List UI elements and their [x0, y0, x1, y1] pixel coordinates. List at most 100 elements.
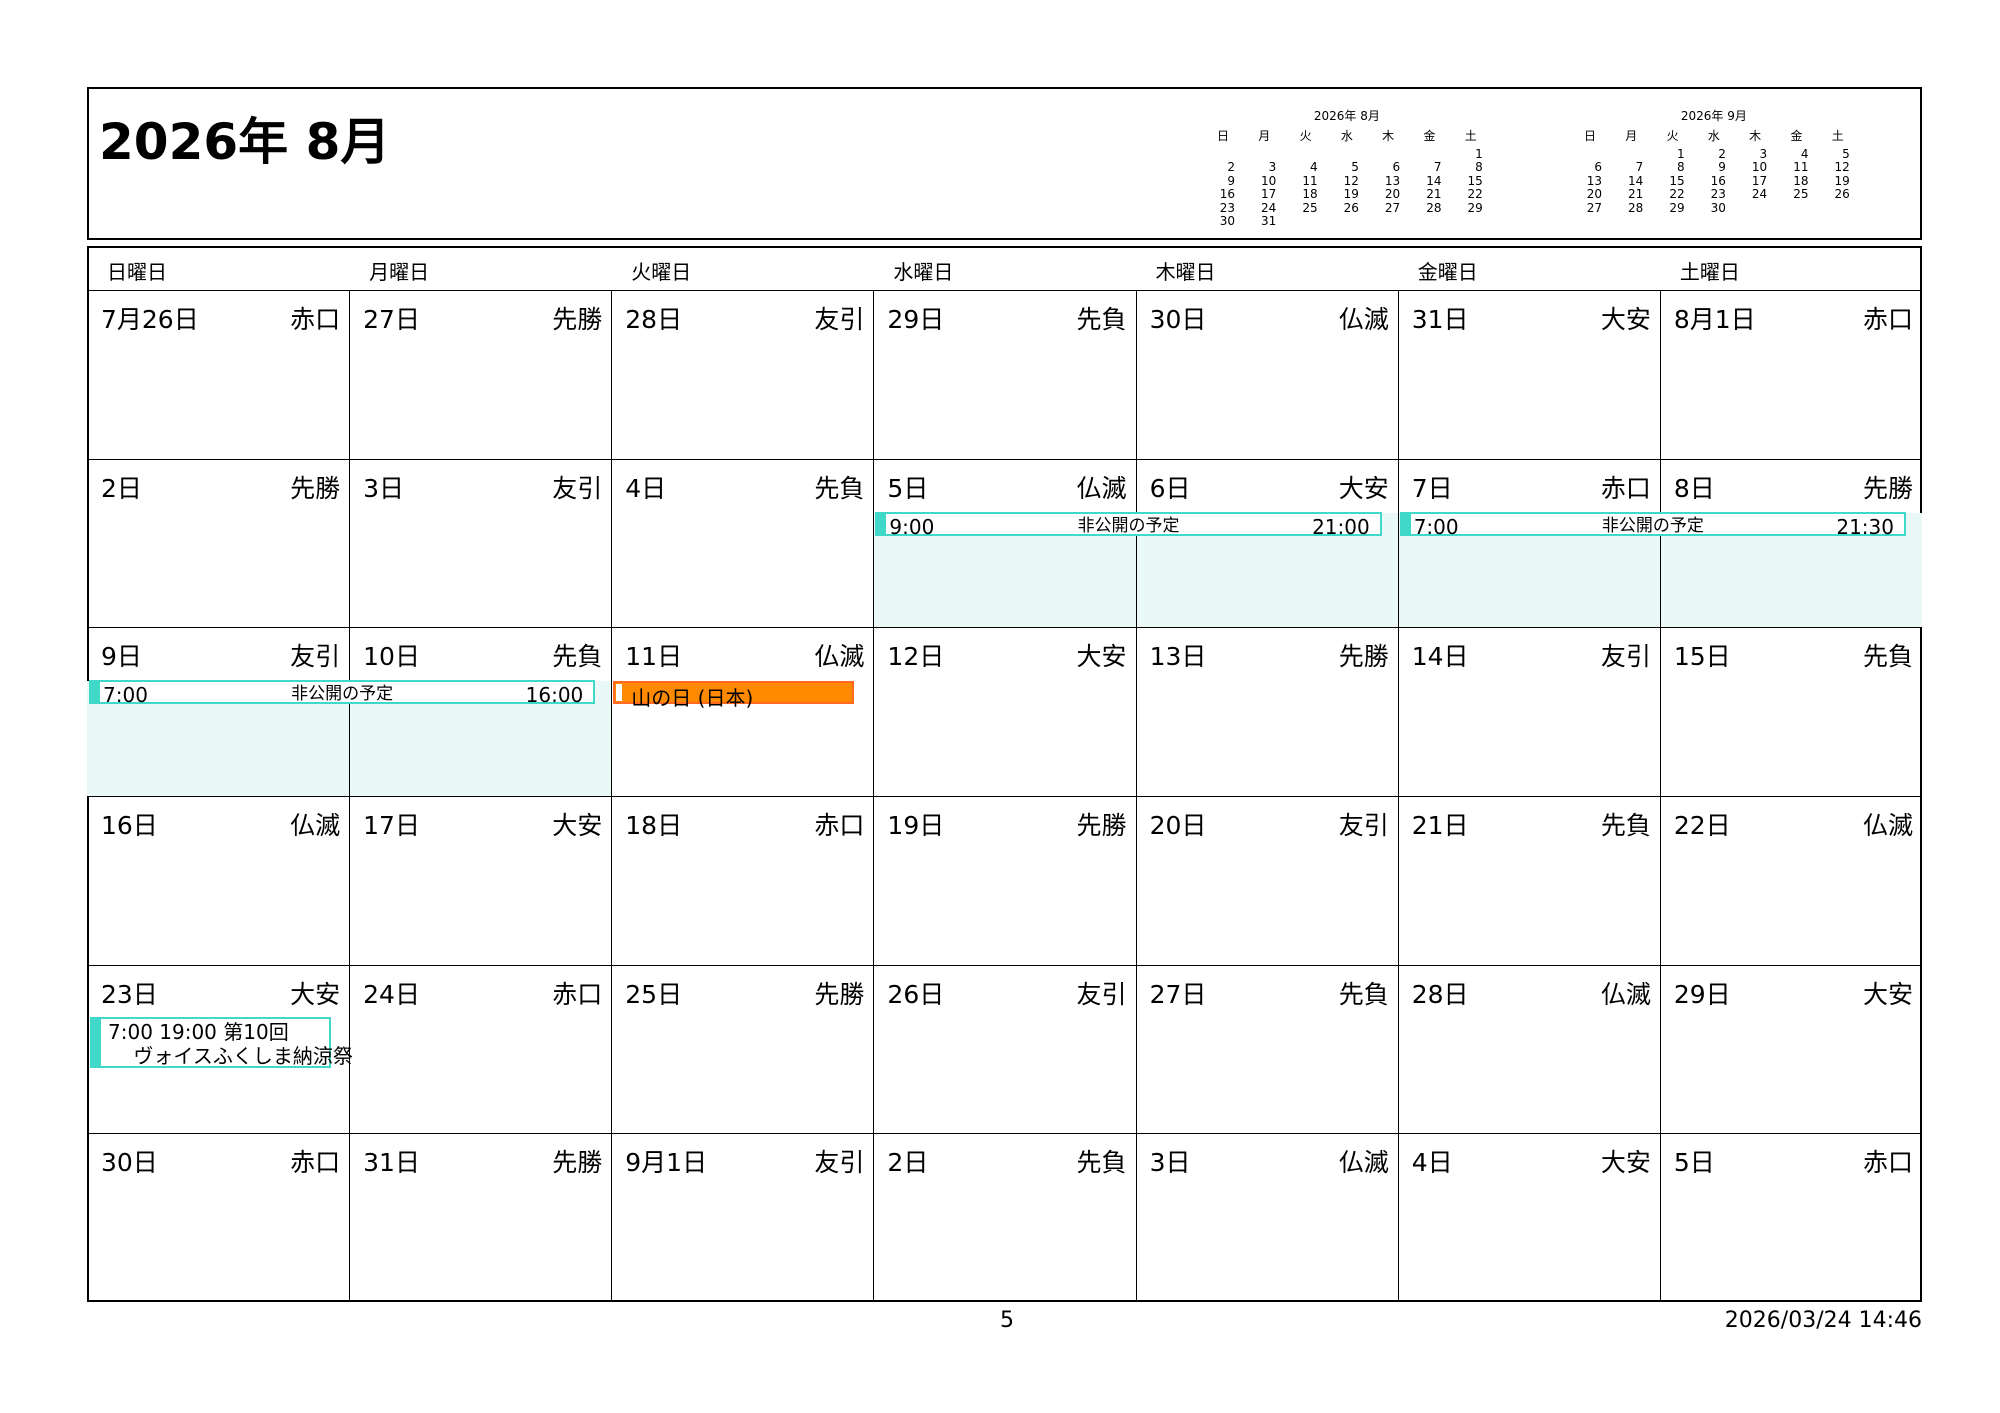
day-cell[interactable]: 22日 仏滅: [1660, 796, 1922, 965]
mini-calendar-day[interactable]: 22: [1467, 187, 1483, 202]
day-cell[interactable]: 31日 先勝: [349, 1133, 611, 1302]
day-cell[interactable]: 9日 友引: [87, 627, 349, 796]
day-cell[interactable]: 20日 友引: [1136, 796, 1398, 965]
day-cell[interactable]: 9月1日 友引: [611, 1133, 873, 1302]
mini-calendar-day[interactable]: 19: [1834, 173, 1850, 188]
mini-calendar-day[interactable]: 20: [1586, 187, 1602, 202]
mini-calendar-day[interactable]: 16: [1710, 173, 1726, 188]
day-cell[interactable]: 18日 赤口: [611, 796, 873, 965]
day-cell[interactable]: 27日 先勝: [349, 290, 611, 459]
day-cell[interactable]: 13日 先勝: [1136, 627, 1398, 796]
day-cell[interactable]: 25日 先勝: [611, 965, 873, 1134]
mini-calendar-day[interactable]: 31: [1261, 214, 1277, 228]
mini-calendar-day[interactable]: 28: [1426, 200, 1442, 215]
day-cell[interactable]: 27日 先負: [1136, 965, 1398, 1134]
mini-calendar-day[interactable]: 26: [1834, 187, 1850, 202]
day-cell[interactable]: 4日 先負: [611, 459, 873, 628]
mini-calendar-day[interactable]: 11: [1302, 173, 1318, 188]
mini-calendar-day[interactable]: 29: [1467, 200, 1483, 215]
day-cell[interactable]: 16日 仏滅: [87, 796, 349, 965]
day-cell[interactable]: 11日 仏滅: [611, 627, 873, 796]
day-cell[interactable]: 3日 友引: [349, 459, 611, 628]
mini-calendar-day[interactable]: 6: [1392, 160, 1401, 175]
mini-calendar-day[interactable]: 26: [1343, 200, 1359, 215]
day-cell[interactable]: 8月1日 赤口: [1660, 290, 1922, 459]
mini-calendar-day[interactable]: 5: [1842, 147, 1850, 161]
day-cell[interactable]: 23日 大安: [87, 965, 349, 1134]
day-cell[interactable]: 26日 友引: [873, 965, 1135, 1134]
day-cell[interactable]: 7日 赤口: [1398, 459, 1660, 628]
day-cell[interactable]: 29日 大安: [1660, 965, 1922, 1134]
mini-calendar-day[interactable]: 7: [1433, 160, 1442, 175]
mini-calendar-day[interactable]: 27: [1586, 200, 1602, 215]
mini-calendar-day[interactable]: 2: [1718, 147, 1726, 161]
day-cell[interactable]: 4日 大安: [1398, 1133, 1660, 1302]
day-cell[interactable]: 28日 友引: [611, 290, 873, 459]
mini-calendar-day[interactable]: 20: [1384, 187, 1401, 202]
mini-calendar-day[interactable]: 15: [1669, 173, 1685, 188]
mini-calendar-day[interactable]: 17: [1751, 173, 1768, 188]
day-cell[interactable]: 2日 先勝: [87, 459, 349, 628]
mini-calendar-day[interactable]: 22: [1669, 187, 1685, 202]
mini-calendar-day[interactable]: 14: [1628, 173, 1644, 188]
mini-calendar-day[interactable]: 19: [1343, 187, 1359, 202]
day-cell[interactable]: 5日 仏滅: [873, 459, 1135, 628]
mini-calendar-day[interactable]: 18: [1793, 173, 1809, 188]
day-cell[interactable]: 5日 赤口: [1660, 1133, 1922, 1302]
mini-calendar-day[interactable]: 29: [1669, 200, 1685, 215]
day-cell[interactable]: 29日 先負: [873, 290, 1135, 459]
mini-calendar-day[interactable]: 13: [1384, 173, 1401, 188]
mini-calendar-day[interactable]: 24: [1261, 200, 1277, 215]
day-cell[interactable]: 15日 先負: [1660, 627, 1922, 796]
day-cell[interactable]: 8日 先勝: [1660, 459, 1922, 628]
day-cell[interactable]: 2日 先負: [873, 1133, 1135, 1302]
mini-calendar-day[interactable]: 7: [1635, 160, 1644, 175]
event-bar[interactable]: 非公開の予定 7:00 16:00: [89, 680, 596, 707]
mini-calendar-day[interactable]: 23: [1710, 187, 1726, 202]
mini-calendar-day[interactable]: 27: [1384, 200, 1401, 215]
day-cell[interactable]: 12日 大安: [873, 627, 1135, 796]
day-cell[interactable]: 14日 友引: [1398, 627, 1660, 796]
mini-calendar-day[interactable]: 4: [1309, 160, 1318, 175]
day-cell[interactable]: 21日 先負: [1398, 796, 1660, 965]
mini-calendar-day[interactable]: 12: [1343, 173, 1359, 188]
day-cell[interactable]: 30日 仏滅: [1136, 290, 1398, 459]
event-box[interactable]: 7:00 19:00 第10回 ヴォイスふくしま納涼祭: [90, 1016, 353, 1068]
event-bar[interactable]: 非公開の予定 9:00 21:00: [875, 511, 1382, 539]
mini-calendar-day[interactable]: 8: [1475, 160, 1483, 175]
mini-calendar-day[interactable]: 18: [1302, 187, 1318, 202]
mini-calendar-day[interactable]: 24: [1751, 187, 1768, 202]
day-cell[interactable]: 19日 先勝: [873, 796, 1135, 965]
day-cell[interactable]: 30日 赤口: [87, 1133, 349, 1302]
mini-calendar-day[interactable]: 3: [1268, 160, 1277, 175]
mini-calendar-day[interactable]: 1: [1475, 147, 1483, 161]
mini-calendar-day[interactable]: 1: [1676, 147, 1685, 161]
mini-calendar-day[interactable]: 21: [1426, 187, 1442, 202]
mini-calendar-day[interactable]: 10: [1261, 173, 1277, 188]
mini-calendar-day[interactable]: 2: [1227, 160, 1235, 175]
mini-calendar-day[interactable]: 5: [1351, 160, 1359, 175]
mini-calendar-day[interactable]: 30: [1219, 214, 1235, 228]
mini-calendar-day[interactable]: 6: [1594, 160, 1602, 175]
day-cell[interactable]: 24日 赤口: [349, 965, 611, 1134]
mini-calendar-day[interactable]: 4: [1800, 147, 1809, 161]
mini-calendar-day[interactable]: 28: [1628, 200, 1644, 215]
day-cell[interactable]: 10日 先負: [349, 627, 611, 796]
mini-calendar-day[interactable]: 8: [1676, 160, 1685, 175]
mini-calendar-day[interactable]: 9: [1227, 173, 1235, 188]
day-cell[interactable]: 28日 仏滅: [1398, 965, 1660, 1134]
mini-calendar-day[interactable]: 21: [1628, 187, 1644, 202]
day-cell[interactable]: 6日 大安: [1136, 459, 1398, 628]
event-bar[interactable]: 非公開の予定 7:00 21:30: [1399, 511, 1906, 539]
mini-calendar-day[interactable]: 16: [1219, 187, 1235, 202]
holiday-bar[interactable]: 山の日 (日本): [613, 681, 855, 710]
day-cell[interactable]: 7月26日 赤口: [87, 290, 349, 459]
mini-calendar-day[interactable]: 23: [1219, 200, 1235, 215]
mini-calendar-day[interactable]: 17: [1261, 187, 1277, 202]
mini-calendar-day[interactable]: 12: [1834, 160, 1850, 175]
mini-calendar-day[interactable]: 15: [1467, 173, 1483, 188]
mini-calendar-day[interactable]: 30: [1710, 200, 1726, 215]
mini-calendar-day[interactable]: 11: [1793, 160, 1809, 175]
mini-calendar-day[interactable]: 13: [1586, 173, 1602, 188]
mini-calendar-day[interactable]: 14: [1426, 173, 1442, 188]
